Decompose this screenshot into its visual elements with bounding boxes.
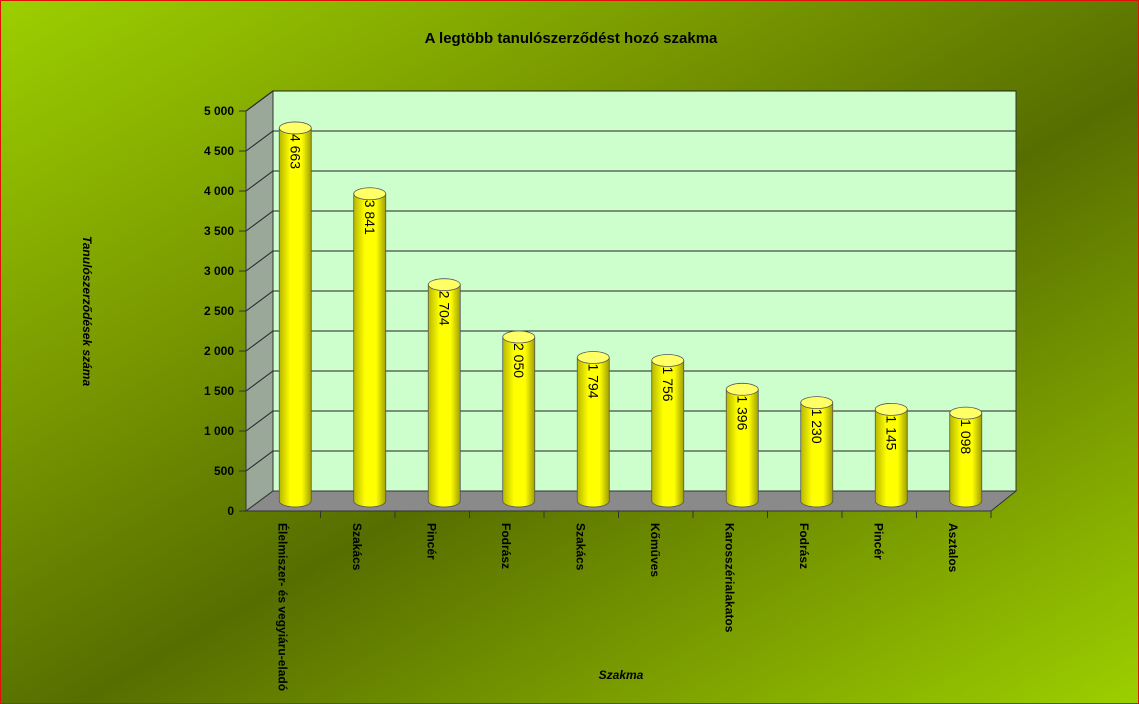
bar-top xyxy=(576,351,610,364)
value-label: 4 663 xyxy=(287,134,303,169)
x-tick-label: Karosszérialakatos xyxy=(722,523,736,633)
x-tick-label: Fodrász xyxy=(797,523,811,569)
y-tick-label: 3 000 xyxy=(204,264,234,278)
x-tick-label: Kőműves xyxy=(648,523,662,577)
x-tick-label: Élelmiszer- és vegyiáru-eladó xyxy=(275,523,290,691)
grid-line xyxy=(245,370,1016,392)
value-label: 1 756 xyxy=(660,367,676,402)
value-label: 1 098 xyxy=(958,419,974,454)
bar xyxy=(651,360,685,508)
value-label: 3 841 xyxy=(362,200,378,235)
value-label: 1 396 xyxy=(734,395,750,430)
bar-top xyxy=(725,382,759,396)
grid-line xyxy=(245,210,1016,232)
chart-title: A legtöbb tanulószerződést hozó szakma xyxy=(425,30,718,47)
grid xyxy=(245,90,1016,472)
x-axis-title: Szakma xyxy=(599,668,644,682)
grid-line xyxy=(245,250,1016,272)
x-tick-label: Szakács xyxy=(350,523,364,571)
y-tick-label: 2 500 xyxy=(204,304,234,318)
grid-line xyxy=(245,170,1016,192)
x-tick-label: Szakács xyxy=(573,523,587,571)
x-tick-label: Fodrász xyxy=(499,523,513,569)
bar-top xyxy=(651,354,685,367)
grid-line xyxy=(245,450,1016,472)
bar-top xyxy=(353,187,387,201)
bar-top xyxy=(800,396,834,410)
y-tick-label: 3 500 xyxy=(204,224,234,238)
bar xyxy=(725,388,759,508)
y-tick-label: 5 000 xyxy=(204,104,234,118)
value-label: 1 794 xyxy=(585,363,601,398)
grid-line xyxy=(245,90,1016,112)
bar xyxy=(800,402,834,508)
value-label: 1 145 xyxy=(883,415,899,450)
bar xyxy=(353,193,387,508)
bar xyxy=(874,409,908,508)
grid-line xyxy=(245,330,1016,352)
bars: 4 663 3 841 2 704 2 050 1 794 1 756 1 396 1 230… xyxy=(278,121,983,508)
grid-line xyxy=(245,410,1016,432)
bar-top xyxy=(502,330,536,344)
x-tick-label: Pincér xyxy=(424,523,438,560)
y-tick-label: 1 500 xyxy=(204,384,234,398)
y-tick-label: 4 000 xyxy=(204,184,234,198)
value-label: 1 230 xyxy=(809,409,825,444)
y-tick-label: 1 000 xyxy=(204,424,234,438)
value-label: 2 050 xyxy=(511,343,527,378)
bar xyxy=(949,412,983,508)
y-tick-label: 0 xyxy=(227,504,234,518)
grid-line xyxy=(245,130,1016,152)
x-tick-label: Pincér xyxy=(871,523,885,560)
x-tick-label: Asztalos xyxy=(946,523,960,573)
bar xyxy=(427,284,461,508)
grid-line xyxy=(245,290,1016,312)
y-tick-label: 4 500 xyxy=(204,144,234,158)
bar-top xyxy=(427,278,461,292)
bar xyxy=(278,127,312,508)
bar-top xyxy=(874,402,908,416)
y-tick-label: 2 000 xyxy=(204,344,234,358)
y-tick-label: 500 xyxy=(214,464,234,478)
bar-top xyxy=(278,121,312,135)
value-label: 2 704 xyxy=(436,291,452,326)
y-axis-title: Tanulószerződések száma xyxy=(80,236,94,387)
bar-top xyxy=(949,406,983,420)
bar xyxy=(502,336,536,508)
bar xyxy=(576,357,610,508)
